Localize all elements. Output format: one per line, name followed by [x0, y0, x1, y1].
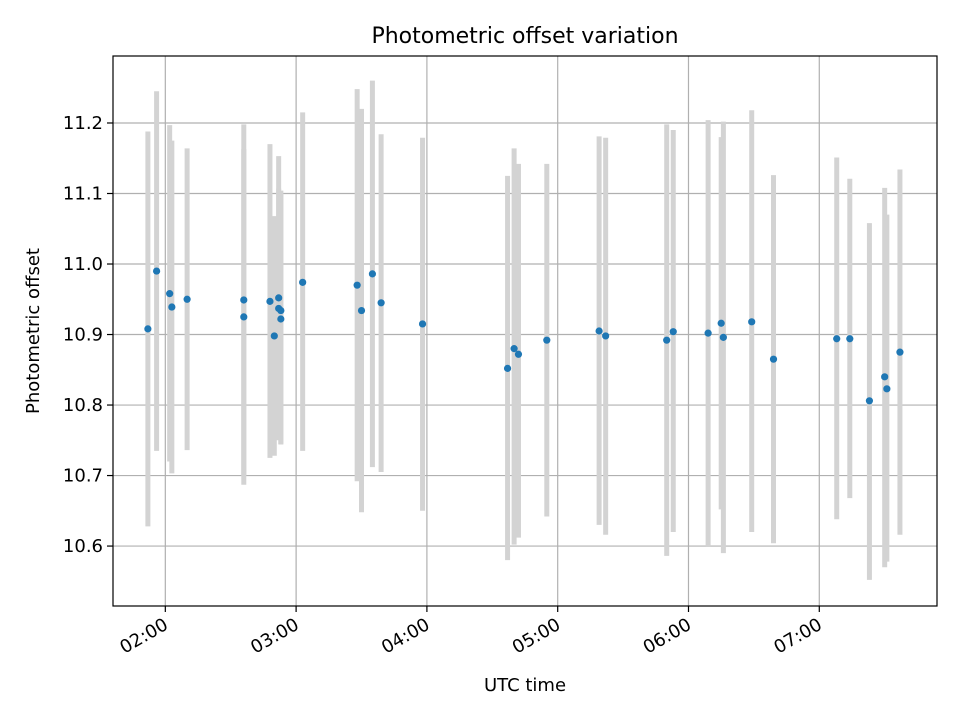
y-tick-label: 11.2	[63, 113, 103, 134]
data-point	[595, 327, 603, 335]
data-point	[270, 332, 278, 340]
data-point	[833, 335, 841, 343]
data-point	[669, 328, 677, 336]
data-point	[183, 295, 191, 303]
y-tick-label: 10.6	[63, 536, 103, 557]
data-point	[503, 364, 512, 372]
data-point	[357, 306, 366, 315]
data-point	[719, 333, 727, 341]
data-point	[602, 332, 610, 340]
data-point	[663, 336, 671, 344]
grid	[113, 56, 937, 606]
plot-frame	[112, 55, 938, 607]
data-point	[748, 318, 756, 326]
data-point	[368, 270, 377, 278]
data-point	[277, 315, 285, 323]
data-point	[275, 294, 283, 302]
y-tick-label: 11.0	[63, 254, 103, 275]
data-point	[543, 336, 551, 344]
data-point	[277, 306, 285, 315]
data-point	[144, 325, 152, 333]
y-axis-label: Photometric offset	[23, 248, 44, 414]
data-point	[418, 320, 427, 328]
data-point	[865, 397, 874, 405]
data-point	[846, 335, 854, 343]
data-point	[266, 297, 274, 305]
data-point	[514, 350, 523, 358]
y-tick-label: 11.1	[63, 184, 103, 205]
data-point	[704, 329, 712, 337]
y-tick-label: 10.8	[63, 395, 103, 416]
data-point	[299, 278, 307, 286]
data-point	[769, 355, 778, 363]
data-point	[377, 299, 385, 307]
data-point	[881, 373, 889, 381]
y-axis-ticks: 10.6 10.7 10.8 10.9 11.0 11.1 11.2	[63, 113, 113, 557]
data-point	[353, 281, 361, 289]
x-axis-label: UTC time	[484, 675, 566, 696]
data-point	[510, 345, 518, 353]
data-point	[896, 348, 904, 356]
data-point	[240, 313, 248, 321]
y-tick-label: 10.9	[63, 325, 103, 346]
y-tick-label: 10.7	[63, 466, 103, 487]
data-point	[168, 303, 176, 311]
data-point	[152, 267, 161, 275]
data-points	[144, 267, 904, 405]
data-point	[717, 319, 725, 327]
data-point	[883, 385, 891, 393]
chart-title: Photometric offset variation	[371, 24, 678, 49]
data-point	[166, 290, 174, 298]
data-point	[240, 296, 248, 304]
